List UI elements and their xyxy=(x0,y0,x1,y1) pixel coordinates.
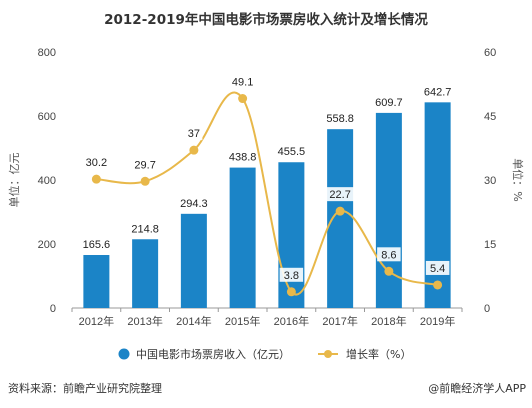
right-axis-ticks: 0 15 30 45 60 xyxy=(484,47,496,315)
x-axis-tick-label: 2014年 xyxy=(176,314,211,328)
growth-label-bg xyxy=(325,187,356,202)
bar-value-label: 294.3 xyxy=(180,198,208,210)
left-axis-tick-label: 400 xyxy=(38,175,56,187)
x-axis-tick-label: 2012年 xyxy=(79,314,114,328)
growth-value-label: 29.7 xyxy=(134,159,155,171)
right-axis-tick-label: 30 xyxy=(484,175,496,187)
chart-title: 2012-2019年中国电影市场票房收入统计及增长情况 xyxy=(104,11,428,28)
growth-label-bg xyxy=(227,74,258,89)
growth-value-label: 5.4 xyxy=(430,263,445,275)
growth-line-layer xyxy=(91,91,443,297)
growth-label-bg xyxy=(425,260,450,275)
bar-value-label: 214.8 xyxy=(131,223,159,235)
growth-point xyxy=(335,206,345,216)
growth-label-bg xyxy=(377,247,401,262)
growth-label-bg xyxy=(130,157,161,172)
legend-bar-label: 中国电影市场票房收入（亿元） xyxy=(136,347,290,361)
growth-point xyxy=(286,287,296,297)
bar-value-label: 455.5 xyxy=(278,146,306,158)
bars-layer xyxy=(83,102,451,308)
growth-label-bg xyxy=(81,155,112,170)
growth-label-bg xyxy=(185,126,203,141)
bar-value-label: 558.8 xyxy=(326,113,354,125)
line-labels-layer: 30.2 29.7 37 49.1 3.8 22.7 8.6 5.4 xyxy=(81,74,450,282)
bar-value-label: 642.7 xyxy=(424,86,452,98)
bar xyxy=(83,255,110,308)
bar-value-label: 438.8 xyxy=(229,152,257,164)
left-axis-tick-label: 600 xyxy=(38,111,56,123)
left-axis-tick-label: 200 xyxy=(38,239,56,251)
x-axis-tick-label: 2017年 xyxy=(322,314,357,328)
bar xyxy=(424,102,451,308)
left-axis-ticks: 0 200 400 600 800 xyxy=(38,47,56,315)
right-axis-tick-label: 45 xyxy=(484,111,496,123)
right-axis-tick-label: 60 xyxy=(484,47,496,59)
bar-value-label: 165.6 xyxy=(83,239,111,251)
growth-value-label: 49.1 xyxy=(232,77,253,89)
growth-value-label: 8.6 xyxy=(381,249,396,261)
legend-line-label: 增长率（%） xyxy=(346,347,411,361)
bar xyxy=(132,239,159,308)
bar-labels-layer: 165.6 214.8 294.3 438.8 455.5 558.8 609.7 642.7 xyxy=(83,86,452,251)
growth-line xyxy=(96,91,438,296)
growth-point xyxy=(433,280,443,290)
growth-value-label: 3.8 xyxy=(284,270,299,282)
right-axis-label: 单位：% xyxy=(511,158,525,201)
source-note: 资料来源：前瞻产业研究院整理 xyxy=(8,381,162,395)
growth-point xyxy=(189,145,199,155)
right-axis-tick-label: 15 xyxy=(484,239,496,251)
bar xyxy=(327,129,354,308)
growth-value-label: 30.2 xyxy=(86,157,107,169)
right-axis-tick-label: 0 xyxy=(484,303,490,315)
bar xyxy=(180,213,207,308)
x-axis-tick-label: 2018年 xyxy=(371,314,406,328)
growth-point xyxy=(384,266,394,276)
growth-value-label: 22.7 xyxy=(329,189,350,201)
bar xyxy=(375,112,402,308)
x-axis-tick-label: 2016年 xyxy=(274,314,309,328)
left-axis-label: 单位：亿元 xyxy=(7,153,21,208)
x-axis-tick-label: 2013年 xyxy=(127,314,162,328)
growth-point xyxy=(238,94,248,104)
bar-value-label: 609.7 xyxy=(375,97,403,109)
x-axis-tick-label: 2015年 xyxy=(225,314,260,328)
brand-credit: @前瞻经济学人APP xyxy=(428,381,526,395)
growth-point xyxy=(91,174,101,184)
legend-bar-swatch xyxy=(118,348,130,360)
left-axis-tick-label: 0 xyxy=(50,303,56,315)
left-axis-tick-label: 800 xyxy=(38,47,56,59)
x-axis-tick-label: 2019年 xyxy=(420,314,455,328)
bar xyxy=(278,162,305,308)
x-axis-ticks: 2012年 2013年 2014年 2015年 2016年 2017年 2018年 2019年 xyxy=(71,308,463,328)
growth-value-label: 37 xyxy=(188,128,200,140)
legend: 中国电影市场票房收入（亿元） 增长率（%） xyxy=(118,347,411,361)
bar xyxy=(229,167,256,308)
growth-label-bg xyxy=(279,267,304,282)
legend-line-marker xyxy=(324,350,332,358)
growth-point xyxy=(140,176,150,186)
